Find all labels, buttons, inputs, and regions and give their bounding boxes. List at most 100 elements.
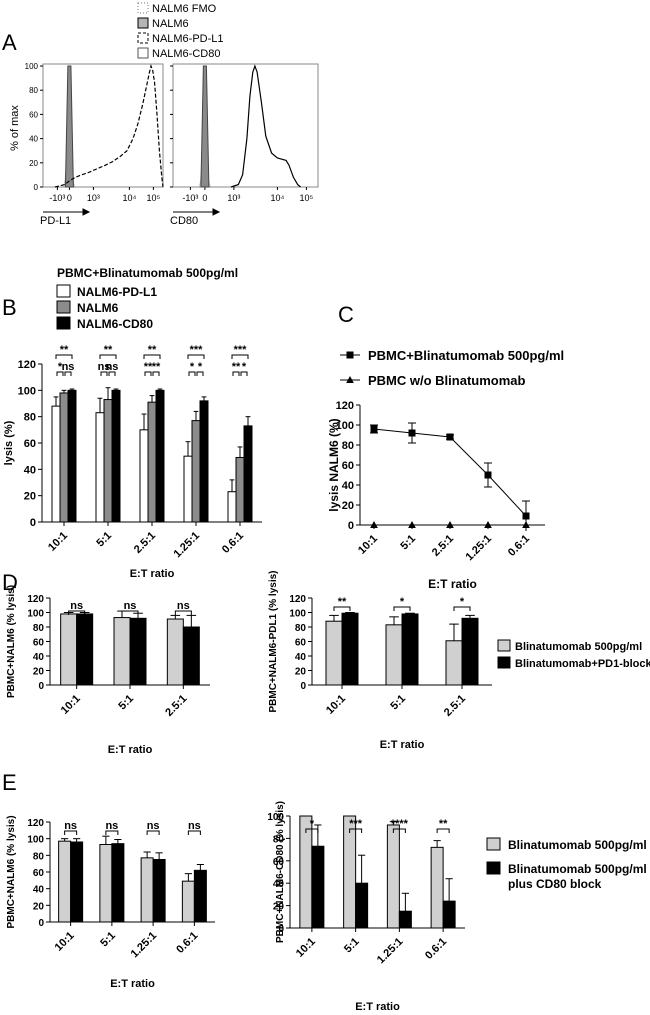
- bar: [430, 846, 444, 929]
- panel-letter-c: C: [338, 302, 354, 327]
- bar: [311, 845, 325, 929]
- significance-top-label: **: [104, 344, 113, 356]
- legend-label: Blinatumomab+PD1-block: [515, 658, 650, 670]
- x-axis-label: E:T ratio: [108, 744, 153, 756]
- y-tick-label: 120: [27, 818, 44, 829]
- data-point-square: [408, 429, 416, 437]
- data-point-triangle: [522, 520, 530, 528]
- significance-bracket: [453, 606, 471, 611]
- legend-label: NALM6-CD80: [77, 317, 153, 331]
- legend-swatch-cd80: [137, 47, 149, 59]
- y-axis-label: PBMC+NALM6 (% lysis): [6, 815, 17, 928]
- y-tick-label: 20: [295, 667, 307, 678]
- bar: [140, 857, 154, 923]
- legend-swatch: [497, 656, 511, 669]
- x-axis-label: E:T ratio: [130, 568, 175, 580]
- pdl1-histogram-curve: [54, 63, 164, 188]
- x-tick-label: 10³: [227, 193, 240, 203]
- legend-swatch: [56, 316, 71, 330]
- y-tick-label: 100: [27, 835, 44, 846]
- panel-e-left-bar-chart: 0 20 40 60 80 100 120 10:1 ns 5:1 ns 1.25:1 ns 0.6:1 n…: [6, 815, 215, 990]
- series-line-blinatumomab: [373, 428, 527, 517]
- significance-label: ns: [147, 820, 160, 832]
- y-tick-label: 0: [30, 517, 36, 529]
- x-tick-label: -10³: [182, 193, 198, 203]
- x-axis-label: E:T ratio: [110, 978, 155, 990]
- legend-label: plus CD80 block: [508, 877, 602, 891]
- significance-pair-label: **: [152, 361, 161, 373]
- x-tick-label: 10:1: [356, 533, 380, 557]
- bar: [191, 420, 201, 523]
- y-tick-label: 0: [38, 681, 44, 692]
- x-tick-label: 5:1: [116, 693, 136, 713]
- significance-label: ns: [188, 820, 201, 832]
- bar: [111, 843, 125, 923]
- bar: [155, 389, 165, 523]
- legend-swatch: [56, 284, 71, 298]
- significance-top-bracket: [99, 354, 117, 359]
- y-tick-label: 60: [342, 460, 354, 472]
- legend-marker-square: [346, 351, 354, 359]
- x-axis-arrowhead: [212, 208, 221, 216]
- panel-letters: A B C D E: [2, 30, 354, 795]
- bar: [461, 617, 479, 686]
- significance-pair-bracket: [232, 371, 240, 376]
- y-tick-label: 100: [25, 62, 39, 71]
- y-tick-label: 20: [33, 667, 45, 678]
- x-tick-label: 0.6:1: [174, 930, 200, 956]
- significance-pair-bracket: [144, 371, 152, 376]
- legend-title: PBMC+Blinatumomab 500pg/ml: [57, 266, 238, 280]
- x-tick-label: 5:1: [342, 936, 362, 956]
- bar: [341, 612, 359, 686]
- y-axis-label: lysis (%): [3, 420, 15, 465]
- panel-d-left-bar-chart: 0 20 40 60 80 100 120 10:1 ns 5:1 ns 2.5:1 ns E:T rat…: [6, 585, 210, 756]
- panel-letter-a: A: [2, 30, 17, 55]
- legend-label: NALM6-PD-L1: [77, 285, 157, 299]
- bar: [445, 640, 463, 686]
- significance-top-label: ***: [190, 344, 204, 356]
- significance-bracket: [121, 610, 139, 615]
- y-tick-label: 80: [342, 440, 354, 452]
- panel-letter-d: D: [2, 570, 18, 595]
- x-tick-label: 5:1: [388, 693, 408, 713]
- significance-label: ns: [177, 600, 190, 612]
- histogram-frame: [42, 63, 164, 188]
- significance-pair-bracket: [100, 371, 108, 376]
- data-point-triangle: [446, 520, 454, 528]
- y-axis-label: PBMC+NALM6-PDL1 (% lysis): [268, 571, 279, 713]
- significance-label: *: [460, 596, 465, 608]
- bar: [343, 815, 357, 929]
- x-tick-label: -10³: [49, 193, 65, 203]
- legend-swatch: [56, 300, 71, 314]
- x-tick-label: 10⁴: [270, 193, 284, 203]
- bar: [442, 900, 456, 929]
- bar: [181, 880, 195, 923]
- bar: [59, 392, 69, 523]
- bar: [401, 613, 419, 686]
- significance-top-bracket: [55, 354, 73, 359]
- significance-bracket: [333, 606, 351, 611]
- significance-top-bracket: [231, 354, 249, 359]
- y-tick-label: 40: [33, 652, 45, 663]
- significance-bracket: [349, 828, 363, 833]
- significance-bracket: [64, 830, 78, 835]
- x-tick-label: 10⁴: [122, 193, 136, 203]
- y-axis-label: PBMC+NALM6 (% lysis): [6, 585, 17, 698]
- significance-bracket: [392, 828, 406, 833]
- data-point-triangle: [484, 520, 492, 528]
- x-axis-label: E:T ratio: [428, 577, 477, 591]
- x-tick-label: 0.6:1: [506, 533, 532, 559]
- bar: [385, 624, 403, 686]
- bar: [355, 882, 369, 929]
- legend-label: Blinatumomab 500pg/ml: [508, 838, 647, 852]
- y-tick-label: 100: [18, 385, 36, 397]
- legend-label: Blinatumomab 500pg/ml: [515, 641, 642, 653]
- significance-label: ns: [64, 820, 77, 832]
- significance-bracket: [105, 830, 119, 835]
- legend-swatch: [486, 861, 501, 875]
- y-tick-label: 60: [33, 868, 45, 879]
- significance-bracket: [393, 606, 411, 611]
- panel-e-right-bar-chart: 0 20 40 60 80 100 10:1 * 5:1 *** 1.25:1 **** 0.6:1 **…: [267, 801, 646, 1013]
- bar: [227, 491, 237, 523]
